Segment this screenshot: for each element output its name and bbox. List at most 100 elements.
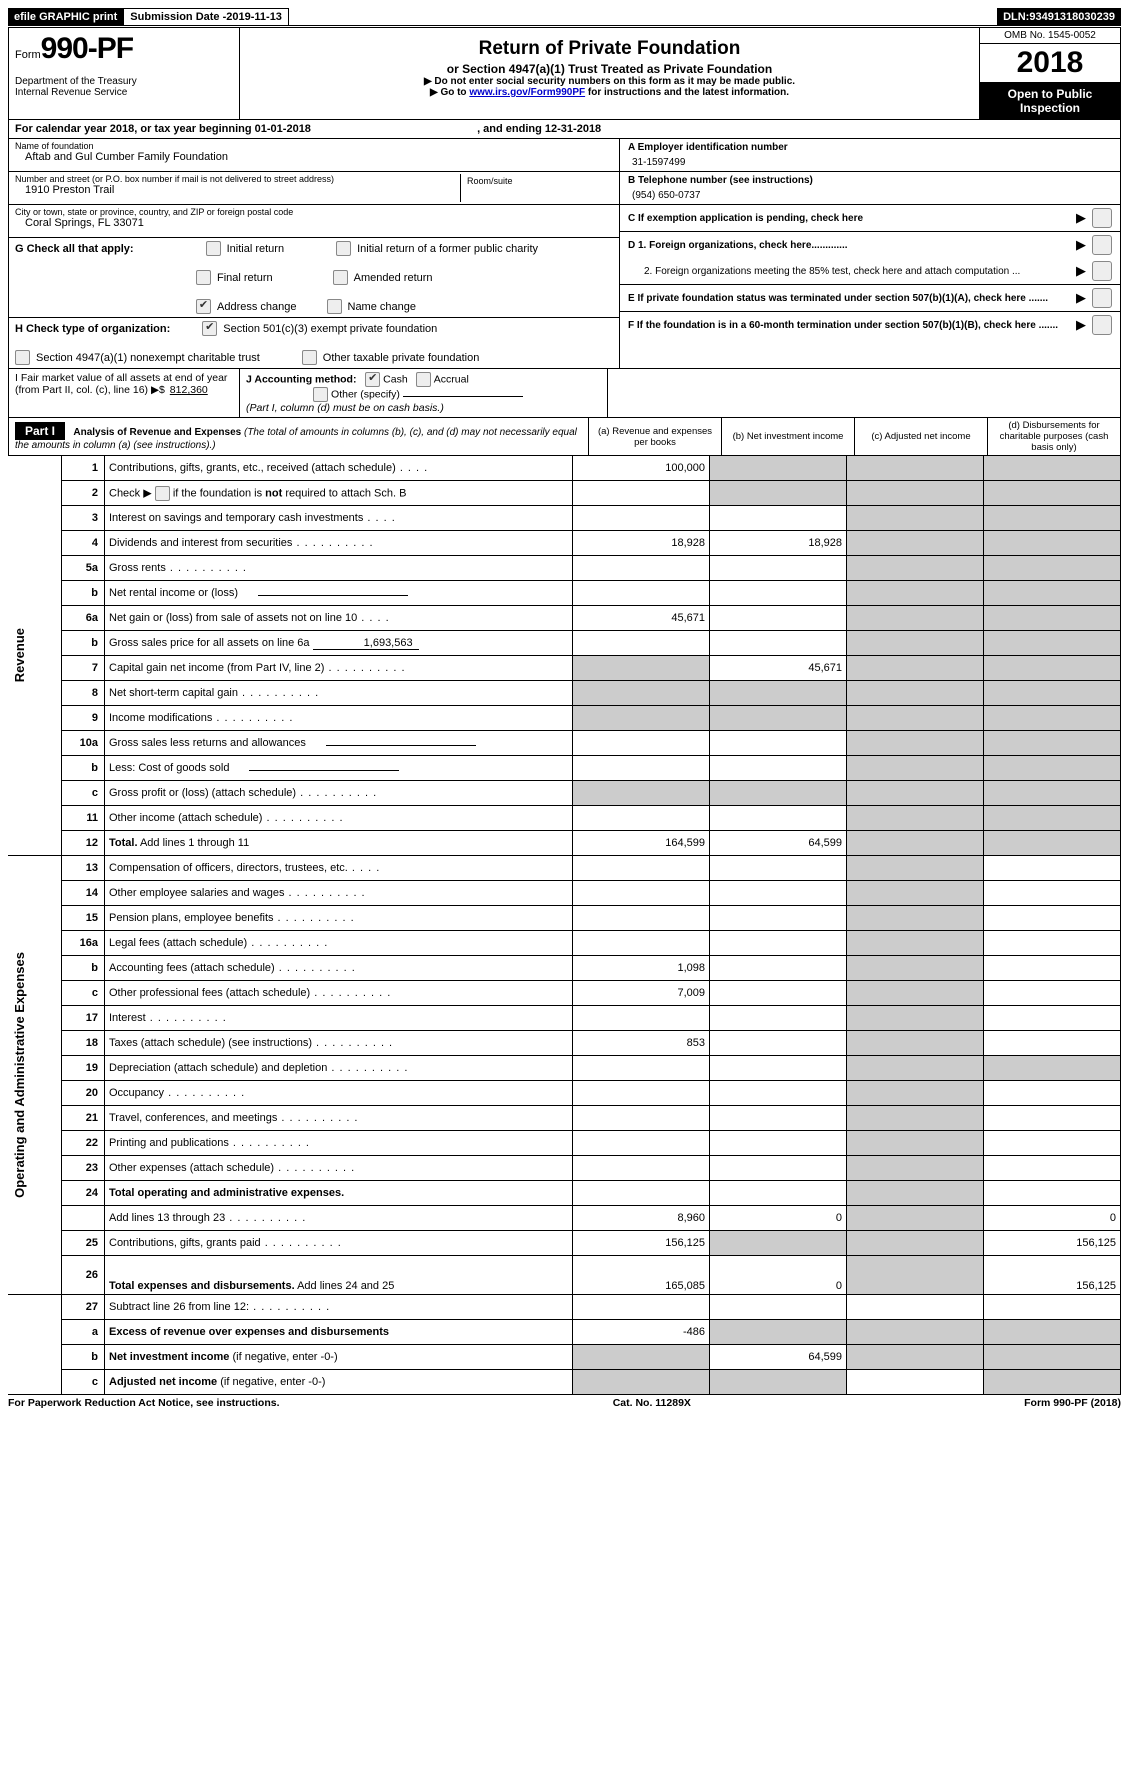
former-charity-checkbox[interactable] [336, 241, 351, 256]
section-j: J Accounting method: Cash Accrual Other … [240, 369, 608, 417]
table-row: 20Occupancy [8, 1081, 1121, 1106]
dept-line-1: Department of the Treasury [15, 76, 233, 87]
table-row: 8Net short-term capital gain [8, 681, 1121, 706]
table-row: bAccounting fees (attach schedule)1,098 [8, 956, 1121, 981]
table-row: 19Depreciation (attach schedule) and dep… [8, 1056, 1121, 1081]
line-desc: Subtract line 26 from line 12: [105, 1295, 573, 1320]
amended-return-checkbox[interactable] [333, 270, 348, 285]
dept-line-2: Internal Revenue Service [15, 87, 233, 98]
table-row: 9Income modifications [8, 706, 1121, 731]
line-desc: Other income (attach schedule) [105, 806, 573, 831]
line-desc: Excess of revenue over expenses and disb… [105, 1320, 573, 1345]
table-row: 18Taxes (attach schedule) (see instructi… [8, 1031, 1121, 1056]
table-row: 17Interest [8, 1006, 1121, 1031]
section-f: F If the foundation is in a 60-month ter… [620, 312, 1120, 338]
col-a-header: (a) Revenue and expenses per books [588, 418, 721, 455]
efile-label: efile GRAPHIC print [8, 8, 123, 26]
arrow-icon: ▶ [1076, 237, 1086, 253]
form-id-box: Form990-PF Department of the Treasury In… [9, 28, 240, 119]
final-return-checkbox[interactable] [196, 270, 211, 285]
col-c-header: (c) Adjusted net income [854, 418, 987, 455]
exemption-pending-checkbox[interactable] [1092, 208, 1112, 228]
phone-cell: B Telephone number (see instructions) (9… [620, 172, 1120, 205]
dln: DLN: 93491318030239 [997, 8, 1121, 26]
expenses-label: Operating and Administrative Expenses [12, 952, 27, 1198]
arrow-icon: ▶ [1076, 263, 1086, 279]
line-desc: Net short-term capital gain [105, 681, 573, 706]
line-desc: Gross rents [105, 556, 573, 581]
line-desc: Gross sales less returns and allowances [105, 731, 573, 756]
accrual-checkbox[interactable] [416, 372, 431, 387]
initial-return-checkbox[interactable] [206, 241, 221, 256]
paperwork-notice: For Paperwork Reduction Act Notice, see … [8, 1397, 280, 1409]
line-desc: Net rental income or (loss) [105, 581, 573, 606]
address-change-checkbox[interactable] [196, 299, 211, 314]
table-row: 2Check ▶ if the foundation is not requir… [8, 481, 1121, 506]
table-row: bGross sales price for all assets on lin… [8, 631, 1121, 656]
irs-link[interactable]: www.irs.gov/Form990PF [469, 87, 585, 98]
line-desc: Check ▶ if the foundation is not require… [105, 481, 573, 506]
table-row: cOther professional fees (attach schedul… [8, 981, 1121, 1006]
other-method-checkbox[interactable] [313, 387, 328, 402]
foreign-85-checkbox[interactable] [1092, 261, 1112, 281]
top-bar: efile GRAPHIC print Submission Date - 20… [8, 8, 1121, 26]
line-desc: Occupancy [105, 1081, 573, 1106]
line-desc: Other professional fees (attach schedule… [105, 981, 573, 1006]
arrow-icon: ▶ [1076, 290, 1086, 306]
terminated-checkbox[interactable] [1092, 288, 1112, 308]
line-desc: Dividends and interest from securities [105, 531, 573, 556]
form-header: Form990-PF Department of the Treasury In… [8, 27, 1121, 120]
table-row: 7Capital gain net income (from Part IV, … [8, 656, 1121, 681]
revenue-label: Revenue [12, 628, 27, 682]
table-row: 3Interest on savings and temporary cash … [8, 506, 1121, 531]
page-footer: For Paperwork Reduction Act Notice, see … [8, 1395, 1121, 1411]
table-row: 21Travel, conferences, and meetings [8, 1106, 1121, 1131]
part-badge: Part I [15, 422, 65, 440]
table-row: aExcess of revenue over expenses and dis… [8, 1320, 1121, 1345]
table-row: Add lines 13 through 238,96000 [8, 1206, 1121, 1231]
table-row: bLess: Cost of goods sold [8, 756, 1121, 781]
identity-grid: Name of foundation Aftab and Gul Cumber … [8, 139, 1121, 369]
cash-checkbox[interactable] [365, 372, 380, 387]
schb-checkbox[interactable] [155, 486, 170, 501]
line-desc: Net investment income (if negative, ente… [105, 1345, 573, 1370]
table-row: 24Total operating and administrative exp… [8, 1181, 1121, 1206]
line-desc: Travel, conferences, and meetings [105, 1106, 573, 1131]
i-j-row: I Fair market value of all assets at end… [8, 369, 1121, 418]
table-row: bNet rental income or (loss) [8, 581, 1121, 606]
4947-checkbox[interactable] [15, 350, 30, 365]
section-h: H Check type of organization: Section 50… [9, 318, 619, 368]
section-e: E If private foundation status was termi… [620, 285, 1120, 312]
line-desc: Adjusted net income (if negative, enter … [105, 1370, 573, 1395]
table-row: Revenue1Contributions, gifts, grants, et… [8, 456, 1121, 481]
table-row: cGross profit or (loss) (attach schedule… [8, 781, 1121, 806]
501c3-checkbox[interactable] [202, 321, 217, 336]
foreign-org-checkbox[interactable] [1092, 235, 1112, 255]
omb-number: OMB No. 1545-0052 [980, 28, 1120, 44]
ssn-warning: ▶ Do not enter social security numbers o… [246, 76, 973, 87]
table-row: 22Printing and publications [8, 1131, 1121, 1156]
line-desc: Other expenses (attach schedule) [105, 1156, 573, 1181]
part1-header: Part I Analysis of Revenue and Expenses … [8, 418, 1121, 456]
table-row: cAdjusted net income (if negative, enter… [8, 1370, 1121, 1395]
calendar-year-row: For calendar year 2018, or tax year begi… [8, 120, 1121, 139]
line-desc: Contributions, gifts, grants, etc., rece… [105, 456, 573, 481]
line-desc: Total expenses and disbursements. Add li… [105, 1256, 573, 1295]
line-desc: Pension plans, employee benefits [105, 906, 573, 931]
table-row: 4Dividends and interest from securities1… [8, 531, 1121, 556]
table-row: 27Subtract line 26 from line 12: [8, 1295, 1121, 1320]
tax-year: 2018 [980, 44, 1120, 83]
line-desc: Total. Add lines 1 through 11 [105, 831, 573, 856]
foundation-name-cell: Name of foundation Aftab and Gul Cumber … [9, 139, 619, 172]
60month-checkbox[interactable] [1092, 315, 1112, 335]
main-table: Revenue1Contributions, gifts, grants, et… [8, 456, 1121, 1395]
other-taxable-checkbox[interactable] [302, 350, 317, 365]
form-title: Return of Private Foundation [246, 38, 973, 60]
table-row: 14Other employee salaries and wages [8, 881, 1121, 906]
table-row: 11Other income (attach schedule) [8, 806, 1121, 831]
line-desc: Contributions, gifts, grants paid [105, 1231, 573, 1256]
name-change-checkbox[interactable] [327, 299, 342, 314]
section-c: C If exemption application is pending, c… [620, 205, 1120, 232]
arrow-icon: ▶ [1076, 210, 1086, 226]
line-desc: Compensation of officers, directors, tru… [105, 856, 573, 881]
